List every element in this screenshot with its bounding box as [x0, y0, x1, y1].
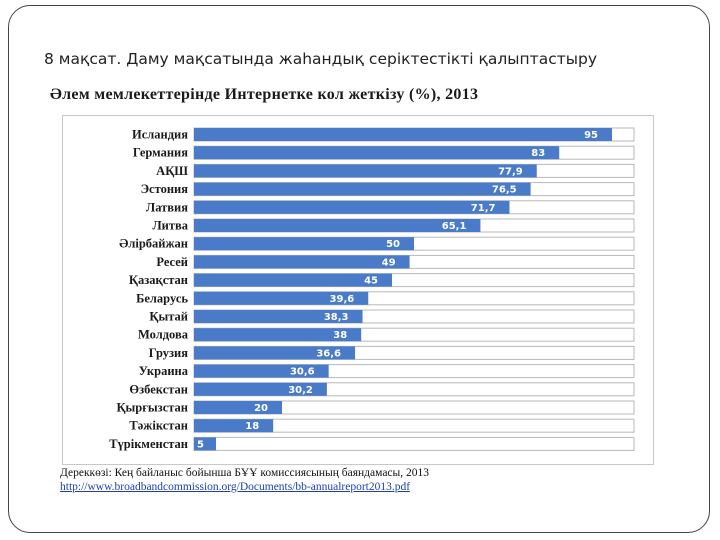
bar [194, 146, 560, 160]
value-label: 95 [584, 130, 598, 141]
source-link[interactable]: http://www.broadbandcommission.org/Docum… [60, 481, 411, 493]
category-label: Эстония [141, 182, 189, 196]
chart-area: Исландия 95 Германия 83 АҚШ 77,9 Эстония 76,5 Ла… [62, 115, 654, 465]
category-label: Беларусь [136, 291, 188, 305]
value-label: 77,9 [498, 166, 523, 177]
bar [194, 382, 327, 396]
bar [194, 237, 414, 251]
bar-chart: Исландия 95 Германия 83 АҚШ 77,9 Эстония 76,5 Ла… [109, 127, 635, 451]
bar [194, 328, 362, 342]
value-label: 18 [245, 421, 259, 432]
category-label: Молдова [138, 328, 189, 342]
value-label: 71,7 [471, 203, 496, 214]
bar [194, 255, 410, 269]
bar [194, 128, 612, 141]
value-label: 30,6 [290, 367, 315, 378]
bar [194, 273, 392, 287]
bar [194, 419, 274, 433]
bar [194, 346, 356, 360]
value-label: 45 [364, 276, 378, 287]
value-label: 38 [333, 330, 347, 341]
category-label: АҚШ [156, 164, 188, 178]
value-label: 36,6 [316, 348, 341, 359]
bar [194, 164, 537, 178]
category-label: Ресей [156, 255, 188, 269]
category-label: Украина [139, 364, 189, 378]
bar [194, 310, 363, 323]
bar-track [193, 436, 635, 451]
value-label: 38,3 [324, 312, 349, 323]
category-label: Өзбекстан [129, 382, 188, 396]
category-label: Исландия [132, 128, 188, 142]
value-label: 5 [197, 439, 204, 450]
category-label: Қырғызстан [116, 401, 188, 415]
bar [194, 437, 216, 451]
category-label: Тәжікстан [129, 419, 188, 433]
bar [194, 364, 329, 378]
chart-title: Әлем мемлекеттерінде Интернетке кол жетк… [50, 86, 479, 103]
bar [194, 200, 510, 214]
category-label: Қазақстан [129, 273, 188, 287]
value-label: 50 [386, 239, 400, 250]
value-label: 83 [531, 148, 545, 159]
category-label: Грузия [149, 346, 188, 360]
value-label: 65,1 [442, 221, 467, 232]
category-label: Литва [152, 219, 188, 233]
bar [194, 219, 481, 232]
value-label: 20 [254, 403, 268, 414]
category-label: Қытай [149, 310, 188, 324]
category-label: Германия [133, 146, 188, 160]
category-label: Түрікменстан [109, 437, 188, 451]
bar [194, 291, 369, 305]
source-text: Дереккөзі: Кең байланыс бойынша БҰҰ коми… [60, 467, 430, 479]
slide-title: 8 мақсат. Даму мақсатында жаһандық серік… [44, 50, 598, 68]
value-label: 49 [382, 257, 396, 268]
category-label: Әлірбайжан [119, 237, 188, 251]
value-label: 76,5 [492, 185, 517, 196]
bar [194, 182, 531, 196]
value-label: 39,6 [330, 294, 355, 305]
category-label: Латвия [146, 200, 188, 214]
value-label: 30,2 [288, 385, 313, 396]
bar [194, 401, 282, 414]
